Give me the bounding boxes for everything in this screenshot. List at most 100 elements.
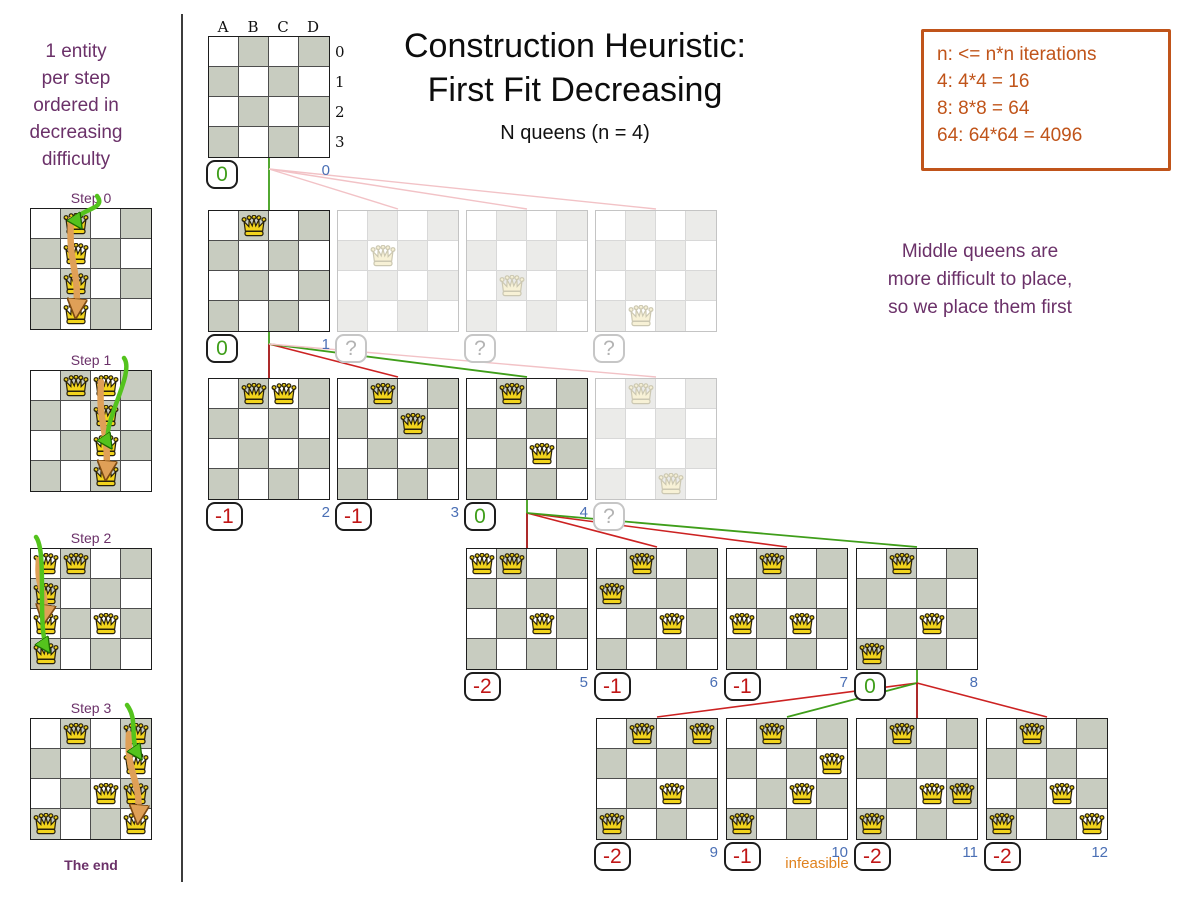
board-cell [269, 97, 299, 127]
board-cell [527, 379, 557, 409]
queen-icon [370, 245, 396, 268]
queen-icon [33, 613, 59, 636]
queen-icon [1019, 723, 1045, 746]
board-cell [857, 609, 887, 639]
board-cell [787, 779, 817, 809]
score-badge: -2 [594, 842, 631, 871]
board-cell [121, 461, 151, 491]
board-cell [557, 639, 587, 669]
board-cell [757, 779, 787, 809]
board-cell [1077, 779, 1107, 809]
board-cell [269, 469, 299, 499]
board-cell [686, 241, 716, 271]
queen-icon [63, 723, 89, 746]
board-cell [656, 241, 686, 271]
board-cell [61, 809, 91, 839]
board-cell [787, 749, 817, 779]
board-cell [887, 639, 917, 669]
queen-icon [370, 383, 396, 406]
board-cell [686, 409, 716, 439]
page-title: Construction Heuristic: First Fit Decrea… [330, 24, 820, 146]
board-cell [727, 579, 757, 609]
board-cell [626, 469, 656, 499]
board-cell [596, 379, 626, 409]
board-cell [269, 67, 299, 97]
board-cell [121, 299, 151, 329]
board-cell [91, 719, 121, 749]
board-cell [527, 579, 557, 609]
board-cell [299, 97, 329, 127]
board-cell [269, 211, 299, 241]
board-cell [209, 211, 239, 241]
iteration-number: 0 [321, 162, 330, 179]
board-cell [121, 239, 151, 269]
board-cell [686, 211, 716, 241]
board-cell [497, 439, 527, 469]
iterations-info-box: n: <= n*n iterations 4: 4*4 = 16 8: 8*8 … [921, 29, 1171, 171]
board-cell [527, 639, 557, 669]
queen-icon [859, 813, 885, 836]
board-cell [657, 809, 687, 839]
board-cell [31, 239, 61, 269]
step-label-1: Step 1 [70, 352, 112, 368]
board-cell [368, 211, 398, 241]
row-label: 3 [335, 133, 345, 151]
board-cell [727, 719, 757, 749]
board-cell [597, 749, 627, 779]
board-cell [299, 379, 329, 409]
board-cell [467, 241, 497, 271]
board-cell [917, 639, 947, 669]
score-badge: ? [464, 334, 496, 363]
intro-line: per step [41, 68, 111, 89]
board-cell [917, 749, 947, 779]
board-cell [269, 301, 299, 331]
board-cell [527, 549, 557, 579]
board-cell [398, 301, 428, 331]
queen-icon [123, 753, 149, 776]
tree-board-iteration-2 [208, 378, 330, 500]
the-end-label: The end [64, 857, 118, 873]
tree-edge-pink [268, 168, 657, 210]
board-cell [817, 749, 847, 779]
iteration-number: 1 [321, 336, 330, 353]
board-cell [727, 749, 757, 779]
board-cell [121, 609, 151, 639]
board-cell [757, 809, 787, 839]
board-cell [787, 549, 817, 579]
board-cell [368, 409, 398, 439]
board-cell [686, 379, 716, 409]
board-cell [656, 439, 686, 469]
queen-icon [123, 723, 149, 746]
board-cell [91, 809, 121, 839]
board-cell [398, 439, 428, 469]
board-cell [61, 639, 91, 669]
queen-icon [93, 465, 119, 488]
board-cell [209, 97, 239, 127]
iteration-number: 5 [579, 674, 588, 691]
tree-board-candidate-b1 [337, 210, 459, 332]
board-cell [31, 431, 61, 461]
board-cell [596, 211, 626, 241]
sidebar-intro-text: 1 entity per step ordered in decreasing … [8, 38, 144, 173]
tree-edge-red [268, 343, 399, 378]
board-cell [398, 469, 428, 499]
tree-edge-green [268, 343, 528, 378]
queen-icon [63, 303, 89, 326]
queen-icon [729, 613, 755, 636]
tree-board-root [208, 36, 330, 158]
board-cell [61, 299, 91, 329]
note-line: so we place them first [888, 297, 1072, 318]
queen-icon [63, 273, 89, 296]
tree-board-iteration-1 [208, 210, 330, 332]
board-cell [626, 301, 656, 331]
board-cell [626, 439, 656, 469]
board-cell [209, 469, 239, 499]
board-cell [368, 241, 398, 271]
board-cell [596, 301, 626, 331]
queen-icon [629, 553, 655, 576]
title-line-1: Construction Heuristic: [403, 27, 746, 65]
board-cell [627, 749, 657, 779]
info-line: 4: 4*4 = 16 [937, 71, 1030, 92]
score-badge: -2 [854, 842, 891, 871]
queen-icon [659, 613, 685, 636]
